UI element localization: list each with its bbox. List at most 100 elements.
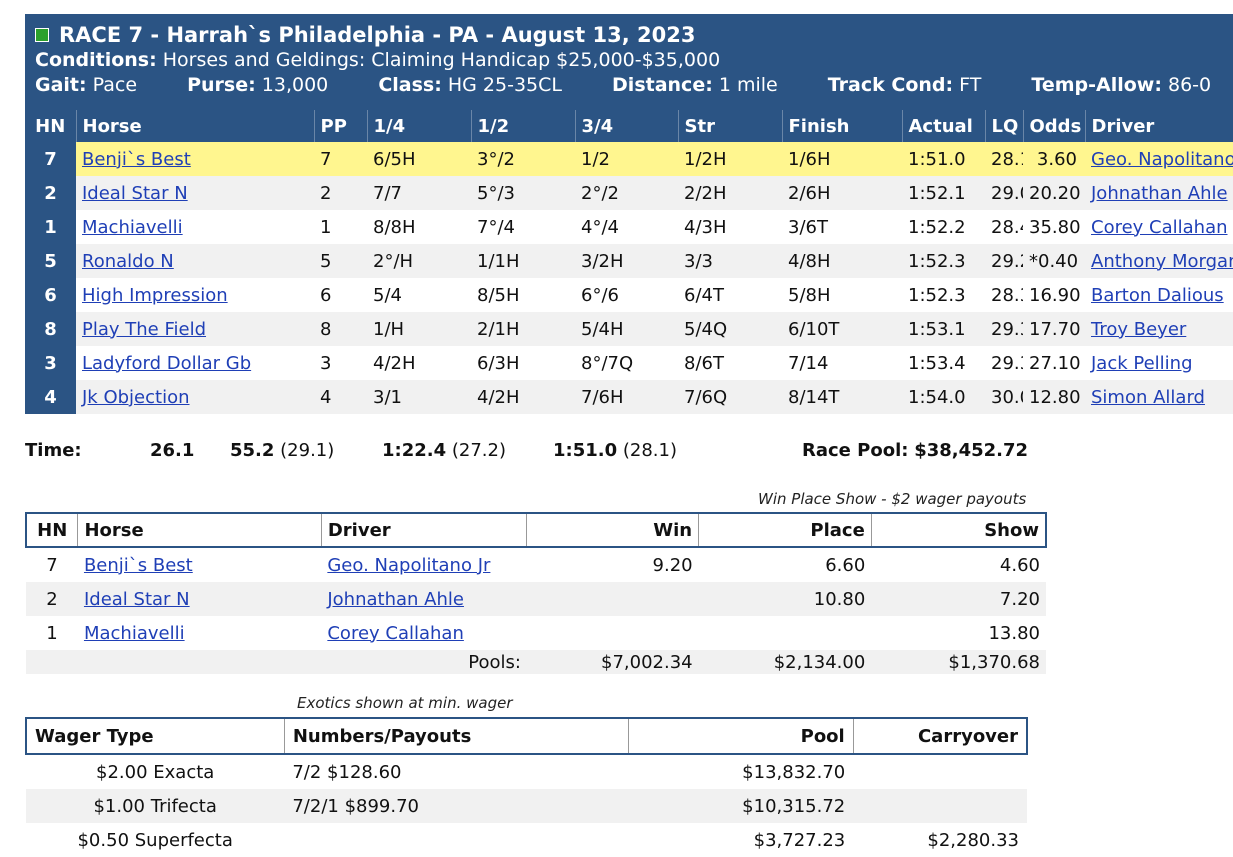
horse-link[interactable]: Ideal Star N bbox=[82, 182, 188, 204]
driver-link[interactable]: Geo. Napolitano Jr bbox=[1091, 148, 1233, 170]
horse-cell: Ladyford Dollar Gb bbox=[76, 346, 314, 380]
horse-cell: Ronaldo N bbox=[76, 244, 314, 278]
col-driver[interactable]: Driver bbox=[1084, 110, 1233, 142]
odds-cell: 3.60 bbox=[1023, 142, 1085, 176]
horse-link[interactable]: Machiavelli bbox=[82, 216, 183, 238]
driver-link[interactable]: Barton Dalious bbox=[1091, 284, 1224, 306]
col-horse[interactable]: Horse bbox=[75, 110, 314, 142]
quarter-cell: 8/8H bbox=[367, 210, 471, 244]
exotic-carryover-cell: $2,280.33 bbox=[927, 829, 1019, 851]
exotics-table: Wager Type Numbers/Payouts Pool Carryove… bbox=[24, 717, 1028, 857]
wps-hn-cell: 7 bbox=[46, 554, 58, 576]
horse-link[interactable]: Benji`s Best bbox=[83, 554, 193, 576]
pp-cell: 2 bbox=[314, 176, 367, 210]
wps-horse-cell: Ideal Star N bbox=[77, 582, 322, 616]
half-cell: 5°/3 bbox=[471, 176, 575, 210]
lq-cell: 28.3 bbox=[985, 278, 1023, 312]
wps-show-cell: 4.60 bbox=[999, 554, 1040, 576]
exo-col-carryover: Carryover bbox=[852, 717, 1028, 755]
finish-cell: 1/6H bbox=[782, 142, 902, 176]
three-quarter-cell: 5/4H bbox=[575, 312, 678, 346]
col-hn[interactable]: HN bbox=[35, 115, 66, 137]
wps-pools-row: Pools: $7,002.34 $2,134.00 $1,370.68 bbox=[26, 650, 1046, 674]
quarter-cell: 3/1 bbox=[367, 380, 471, 414]
horse-link[interactable]: Jk Objection bbox=[82, 386, 190, 408]
driver-link[interactable]: Corey Callahan bbox=[327, 622, 464, 644]
col-three-quarter[interactable]: 3/4 bbox=[574, 110, 678, 142]
wps-place-cell bbox=[699, 616, 872, 650]
horse-link[interactable]: Ronaldo N bbox=[82, 250, 174, 272]
class-info: Class: HG 25-35CL bbox=[378, 74, 562, 96]
wps-col-place: Place bbox=[698, 512, 872, 548]
race-header: RACE 7 - Harrah`s Philadelphia - PA - Au… bbox=[25, 14, 1233, 110]
exo-col-numbers: Numbers/Payouts bbox=[283, 717, 630, 755]
driver-link[interactable]: Simon Allard bbox=[1091, 386, 1205, 408]
half-time: 55.2 bbox=[230, 440, 275, 461]
exotic-pool-cell: $13,832.70 bbox=[742, 761, 846, 783]
driver-link[interactable]: Jack Pelling bbox=[1091, 352, 1193, 374]
driver-link[interactable]: Johnathan Ahle bbox=[327, 588, 464, 610]
col-odds[interactable]: Odds bbox=[1022, 110, 1085, 142]
driver-cell: Barton Dalious bbox=[1085, 278, 1233, 312]
pp-cell: 4 bbox=[314, 380, 367, 414]
col-lq[interactable]: LQ bbox=[984, 110, 1023, 142]
hn-cell: 7 bbox=[25, 142, 76, 176]
race-pool-value: $38,452.72 bbox=[914, 440, 1029, 461]
final-split: (28.1) bbox=[622, 440, 677, 461]
wps-row: 2 Ideal Star N Johnathan Ahle 10.80 7.20 bbox=[26, 582, 1046, 616]
col-quarter[interactable]: 1/4 bbox=[366, 110, 471, 142]
horse-link[interactable]: Play The Field bbox=[82, 318, 207, 340]
half-cell: 8/5H bbox=[471, 278, 575, 312]
result-row: 8 Play The Field 8 1/H 2/1H 5/4H 5/4Q 6/10T 1:53… bbox=[25, 312, 1233, 346]
three-quarter-cell: 1/2 bbox=[575, 142, 678, 176]
wps-col-show: Show bbox=[870, 512, 1047, 548]
result-row: 7 Benji`s Best 7 6/5H 3°/2 1/2 1/2H 1/6H 1:51.0 2… bbox=[25, 142, 1233, 176]
hn-cell: 6 bbox=[25, 278, 76, 312]
horse-link[interactable]: High Impression bbox=[82, 284, 228, 306]
conditions-label: Conditions: bbox=[35, 49, 157, 71]
half-cell: 4/2H bbox=[471, 380, 575, 414]
horse-link[interactable]: Benji`s Best bbox=[82, 148, 191, 170]
col-stretch[interactable]: Str bbox=[677, 110, 782, 142]
stretch-cell: 1/2H bbox=[678, 142, 782, 176]
pp-cell: 8 bbox=[314, 312, 367, 346]
lq-cell: 29.3 bbox=[985, 346, 1023, 380]
exotics-header-row: Wager Type Numbers/Payouts Pool Carryove… bbox=[24, 717, 1028, 755]
driver-cell: Geo. Napolitano Jr bbox=[1085, 142, 1233, 176]
stretch-cell: 6/4T bbox=[678, 278, 782, 312]
stretch-cell: 7/6Q bbox=[678, 380, 782, 414]
col-half[interactable]: 1/2 bbox=[470, 110, 575, 142]
horse-link[interactable]: Ideal Star N bbox=[83, 588, 190, 610]
driver-cell: Johnathan Ahle bbox=[1085, 176, 1233, 210]
driver-link[interactable]: Troy Beyer bbox=[1091, 318, 1187, 340]
stretch-cell: 4/3H bbox=[678, 210, 782, 244]
col-actual[interactable]: Actual bbox=[901, 110, 985, 142]
driver-link[interactable]: Johnathan Ahle bbox=[1091, 182, 1228, 204]
odds-cell: 16.90 bbox=[1023, 278, 1085, 312]
horse-cell: Machiavelli bbox=[76, 210, 314, 244]
wps-driver-cell: Corey Callahan bbox=[321, 616, 527, 650]
race-indicator-icon bbox=[35, 28, 49, 42]
driver-link[interactable]: Geo. Napolitano Jr bbox=[327, 554, 491, 576]
horse-cell: High Impression bbox=[76, 278, 314, 312]
quarter-cell: 7/7 bbox=[367, 176, 471, 210]
three-quarter-cell: 7/6H bbox=[575, 380, 678, 414]
finish-cell: 7/14 bbox=[782, 346, 902, 380]
conditions-value: Horses and Geldings: Claiming Handicap $… bbox=[162, 49, 721, 71]
horse-link[interactable]: Machiavelli bbox=[83, 622, 185, 644]
gait-info: Gait: Pace bbox=[35, 74, 138, 96]
col-pp[interactable]: PP bbox=[313, 110, 367, 142]
finish-cell: 5/8H bbox=[782, 278, 902, 312]
horse-link[interactable]: Ladyford Dollar Gb bbox=[82, 352, 252, 374]
driver-link[interactable]: Anthony Morgan bbox=[1091, 250, 1233, 272]
actual-cell: 1:52.2 bbox=[902, 210, 985, 244]
stretch-cell: 5/4Q bbox=[678, 312, 782, 346]
driver-link[interactable]: Corey Callahan bbox=[1091, 216, 1228, 238]
pools-win: $7,002.34 bbox=[526, 650, 699, 674]
col-finish[interactable]: Finish bbox=[781, 110, 902, 142]
horse-cell: Ideal Star N bbox=[76, 176, 314, 210]
three-quarter-time: 1:22.4 bbox=[382, 440, 447, 461]
wps-show-cell: 13.80 bbox=[988, 622, 1040, 644]
hn-cell: 4 bbox=[25, 380, 76, 414]
